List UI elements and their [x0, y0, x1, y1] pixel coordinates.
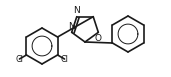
- Text: Cl: Cl: [16, 55, 23, 64]
- Text: O: O: [95, 34, 102, 43]
- Text: N: N: [73, 6, 80, 15]
- Text: Cl: Cl: [61, 55, 68, 64]
- Text: N: N: [68, 22, 75, 31]
